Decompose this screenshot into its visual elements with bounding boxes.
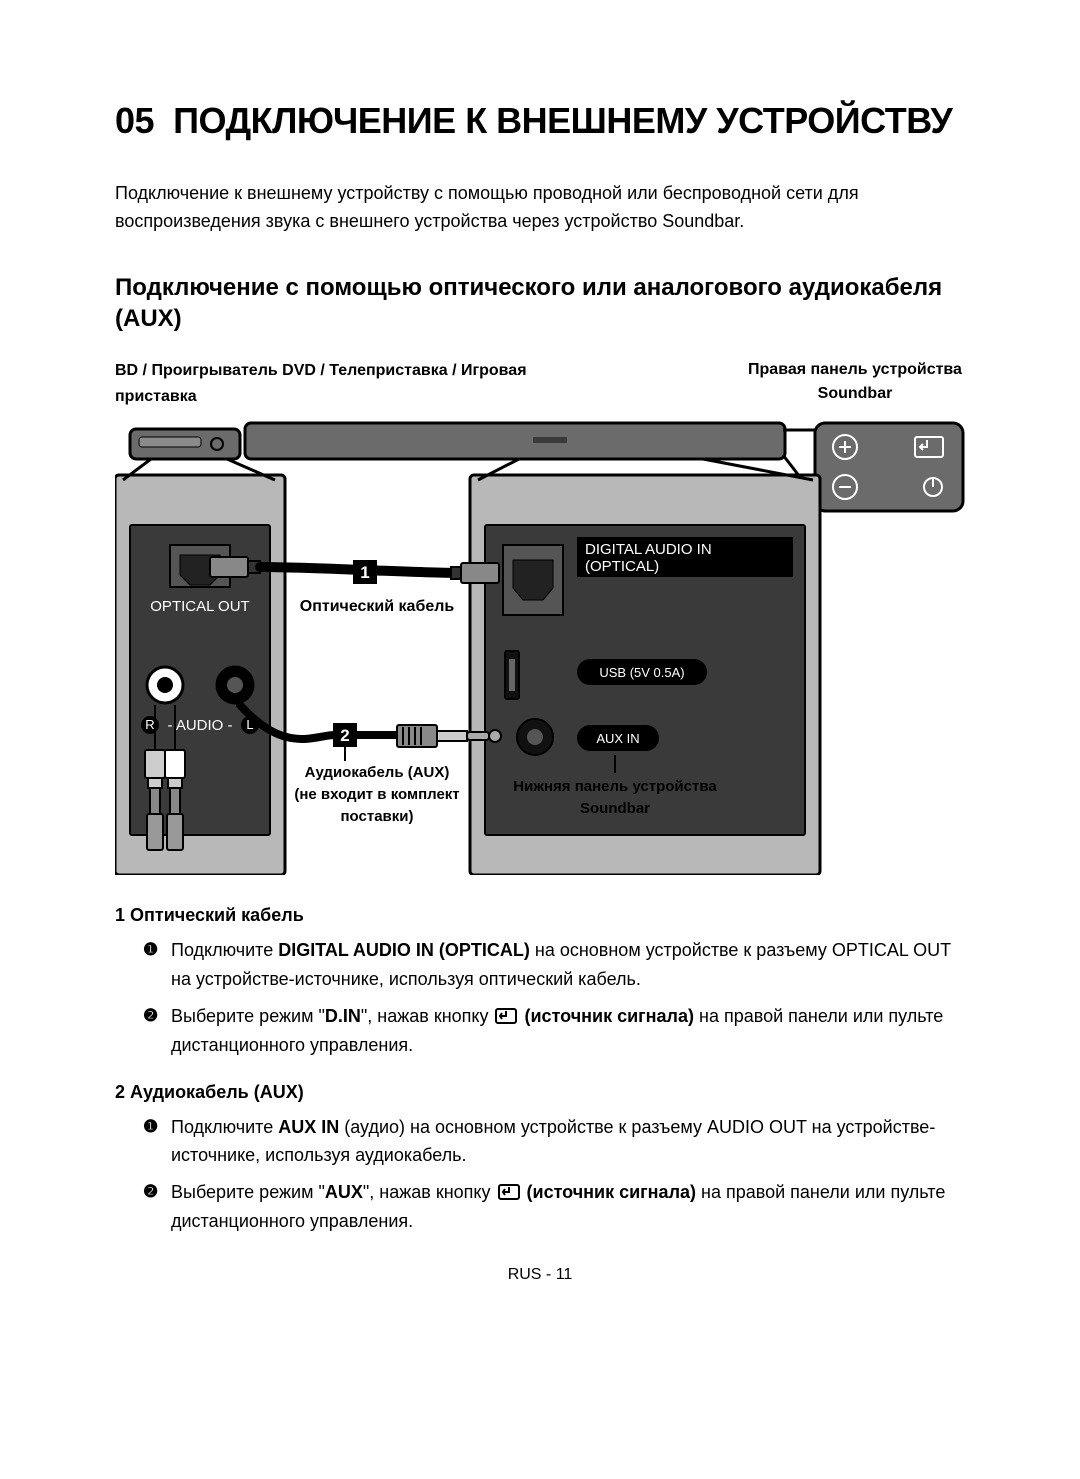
substep-bullet: ❷ [143, 1178, 171, 1236]
substep-body: Подключите AUX IN (аудио) на основном ус… [171, 1113, 965, 1171]
svg-text:Нижняя панель устройства: Нижняя панель устройства [513, 778, 717, 795]
substep: ❶Подключите AUX IN (аудио) на основном у… [115, 1113, 965, 1171]
svg-text:USB (5V 0.5A): USB (5V 0.5A) [599, 665, 684, 680]
svg-text:Soundbar: Soundbar [580, 800, 650, 817]
substep-body: Выберите режим "AUX", нажав кнопку (исто… [171, 1178, 965, 1236]
svg-text:R: R [145, 717, 154, 732]
page-footer: RUS - 11 [115, 1266, 965, 1284]
substep-bullet: ❶ [143, 936, 171, 994]
svg-text:(не входит в комплект: (не входит в комплект [294, 786, 459, 803]
svg-text:1: 1 [360, 563, 369, 582]
svg-text:2: 2 [340, 726, 349, 745]
label-optical-cable: Оптический кабель [300, 598, 455, 615]
substep-body: Выберите режим "D.IN", нажав кнопку (ист… [171, 1002, 965, 1060]
svg-text:поставки): поставки) [340, 808, 413, 825]
substep: ❶Подключите DIGITAL AUDIO IN (OPTICAL) н… [115, 936, 965, 994]
substep-bullet: ❶ [143, 1113, 171, 1171]
step-list: 1 Оптический кабель❶Подключите DIGITAL A… [115, 905, 965, 1235]
substep-body: Подключите DIGITAL AUDIO IN (OPTICAL) на… [171, 936, 965, 994]
chapter-title: 05 ПОДКЛЮЧЕНИЕ К ВНЕШНЕМУ УСТРОЙСТВУ [115, 100, 965, 142]
connection-diagram: OPTICAL OUT R - AUDIO - L DIGITAL AUDIO … [115, 415, 965, 875]
svg-text:DIGITAL AUDIO IN: DIGITAL AUDIO IN [585, 541, 712, 558]
section-title: Подключение с помощью оптического или ан… [115, 272, 965, 334]
step-heading: 1 Оптический кабель [115, 905, 965, 926]
chapter-text: ПОДКЛЮЧЕНИЕ К ВНЕШНЕМУ УСТРОЙСТВУ [173, 100, 952, 141]
intro-text: Подключение к внешнему устройству с помо… [115, 180, 965, 236]
diagram-top-labels: BD / Проигрыватель DVD / Телеприставка /… [115, 358, 965, 409]
svg-text:AUX IN: AUX IN [596, 731, 639, 746]
svg-text:Аудиокабель (AUX): Аудиокабель (AUX) [305, 764, 450, 781]
step-heading: 2 Аудиокабель (AUX) [115, 1082, 965, 1103]
svg-text:(OPTICAL): (OPTICAL) [585, 558, 659, 575]
svg-text:- AUDIO -: - AUDIO - [167, 717, 232, 734]
substep: ❷Выберите режим "D.IN", нажав кнопку (ис… [115, 1002, 965, 1060]
label-optical-out: OPTICAL OUT [150, 598, 249, 615]
chapter-number: 05 [115, 100, 154, 141]
substep-bullet: ❷ [143, 1002, 171, 1060]
substep: ❷Выберите режим "AUX", нажав кнопку (ист… [115, 1178, 965, 1236]
label-right-panel: Правая панель устройства Soundbar [745, 358, 965, 409]
label-source-device: BD / Проигрыватель DVD / Телеприставка /… [115, 358, 535, 409]
